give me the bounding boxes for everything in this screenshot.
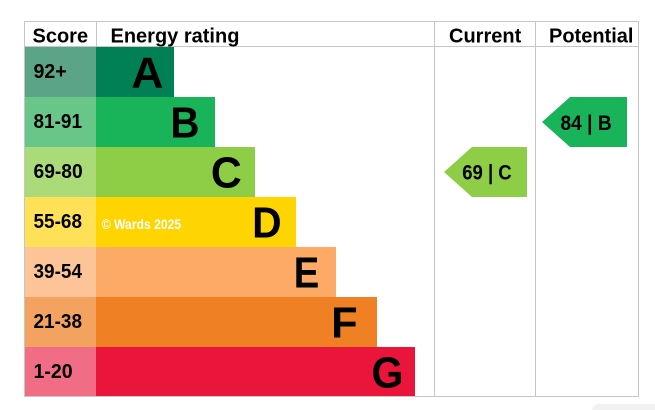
svg-text:G: G xyxy=(372,349,404,397)
svg-text:55-68: 55-68 xyxy=(34,211,83,233)
svg-text:21-38: 21-38 xyxy=(34,311,83,333)
svg-text:Score: Score xyxy=(33,26,89,48)
svg-text:81-91: 81-91 xyxy=(34,111,83,133)
svg-text:E: E xyxy=(294,249,320,297)
svg-text:1-20: 1-20 xyxy=(34,361,73,383)
svg-text:84 | B: 84 | B xyxy=(561,112,612,135)
svg-text:Energy rating: Energy rating xyxy=(111,26,240,48)
svg-text:92+: 92+ xyxy=(34,61,67,83)
svg-text:© Wards 2025: © Wards 2025 xyxy=(102,216,182,232)
svg-text:Potential: Potential xyxy=(549,26,633,48)
svg-text:Current: Current xyxy=(449,26,522,48)
svg-text:C: C xyxy=(211,149,242,197)
svg-text:69 | C: 69 | C xyxy=(462,161,512,184)
svg-text:39-54: 39-54 xyxy=(34,261,83,283)
svg-text:F: F xyxy=(331,299,358,347)
svg-text:A: A xyxy=(131,49,163,97)
svg-text:B: B xyxy=(170,99,199,147)
svg-text:69-80: 69-80 xyxy=(34,161,83,183)
svg-text:D: D xyxy=(252,199,282,247)
